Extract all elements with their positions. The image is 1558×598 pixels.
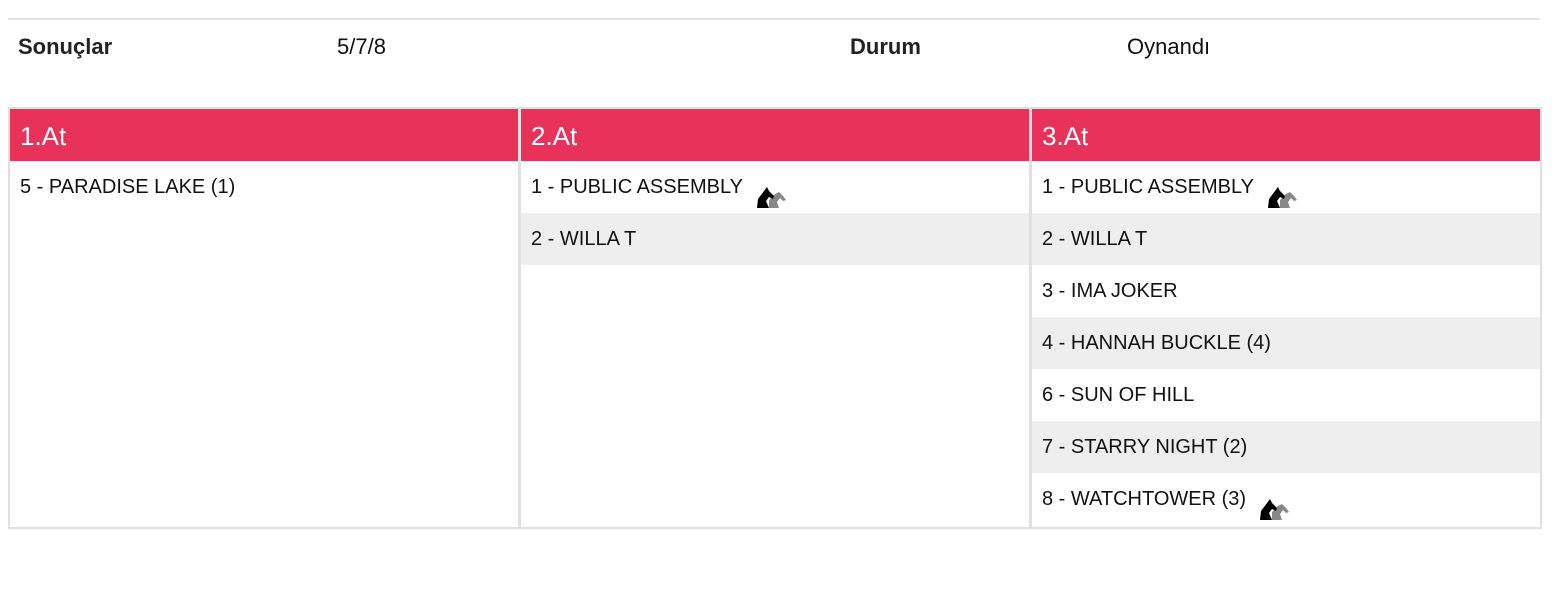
column-1: 1.At 5 - PARADISE LAKE (1) xyxy=(10,109,521,527)
horse-name: 1 - PUBLIC ASSEMBLY xyxy=(1042,176,1254,198)
horse-row: 8 - WATCHTOWER (3) xyxy=(1032,473,1540,525)
horse-row: 7 - STARRY NIGHT (2) xyxy=(1032,421,1540,473)
horse-name: 6 - SUN OF HILL xyxy=(1042,384,1195,406)
horse-row: 3 - IMA JOKER xyxy=(1032,265,1540,317)
status-value: Oynandı xyxy=(1127,34,1211,59)
horse-row: 6 - SUN OF HILL xyxy=(1032,369,1540,421)
horse-name: 2 - WILLA T xyxy=(531,228,637,250)
horse-row: 2 - WILLA T xyxy=(1032,213,1540,265)
column-header: 3.At xyxy=(1032,109,1540,161)
status-label: Durum xyxy=(850,34,921,59)
horse-name: 3 - IMA JOKER xyxy=(1042,280,1178,302)
horse-name: 8 - WATCHTOWER (3) xyxy=(1042,488,1247,510)
horse-row: 1 - PUBLIC ASSEMBLY xyxy=(1032,161,1540,213)
horse-row: 1 - PUBLIC ASSEMBLY xyxy=(521,161,1029,213)
horse-name: 7 - STARRY NIGHT (2) xyxy=(1042,436,1248,458)
column-header: 2.At xyxy=(521,109,1029,161)
horse-name: 2 - WILLA T xyxy=(1042,228,1148,250)
coupled-horse-icon xyxy=(1258,488,1292,520)
column-2: 2.At 1 - PUBLIC ASSEMBLY 2 - WILLA T xyxy=(521,109,1032,527)
results-table: 1.At 5 - PARADISE LAKE (1) 2.At 1 - PUBLIC … xyxy=(8,107,1542,529)
horse-name: 4 - HANNAH BUCKLE (4) xyxy=(1042,332,1271,354)
horse-name: 5 - PARADISE LAKE (1) xyxy=(20,176,236,198)
results-value: 5/7/8 xyxy=(337,34,386,59)
column-header: 1.At xyxy=(10,109,518,161)
coupled-horse-icon xyxy=(755,176,789,208)
horse-name: 1 - PUBLIC ASSEMBLY xyxy=(531,176,743,198)
horse-row: 4 - HANNAH BUCKLE (4) xyxy=(1032,317,1540,369)
divider xyxy=(8,18,1540,20)
horse-row: 5 - PARADISE LAKE (1) xyxy=(10,161,518,213)
coupled-horse-icon xyxy=(1266,176,1300,208)
horse-row: 2 - WILLA T xyxy=(521,213,1029,265)
column-3: 3.At 1 - PUBLIC ASSEMBLY 2 - WILLA T 3 - IM… xyxy=(1032,109,1540,527)
results-label: Sonuçlar xyxy=(18,34,113,59)
